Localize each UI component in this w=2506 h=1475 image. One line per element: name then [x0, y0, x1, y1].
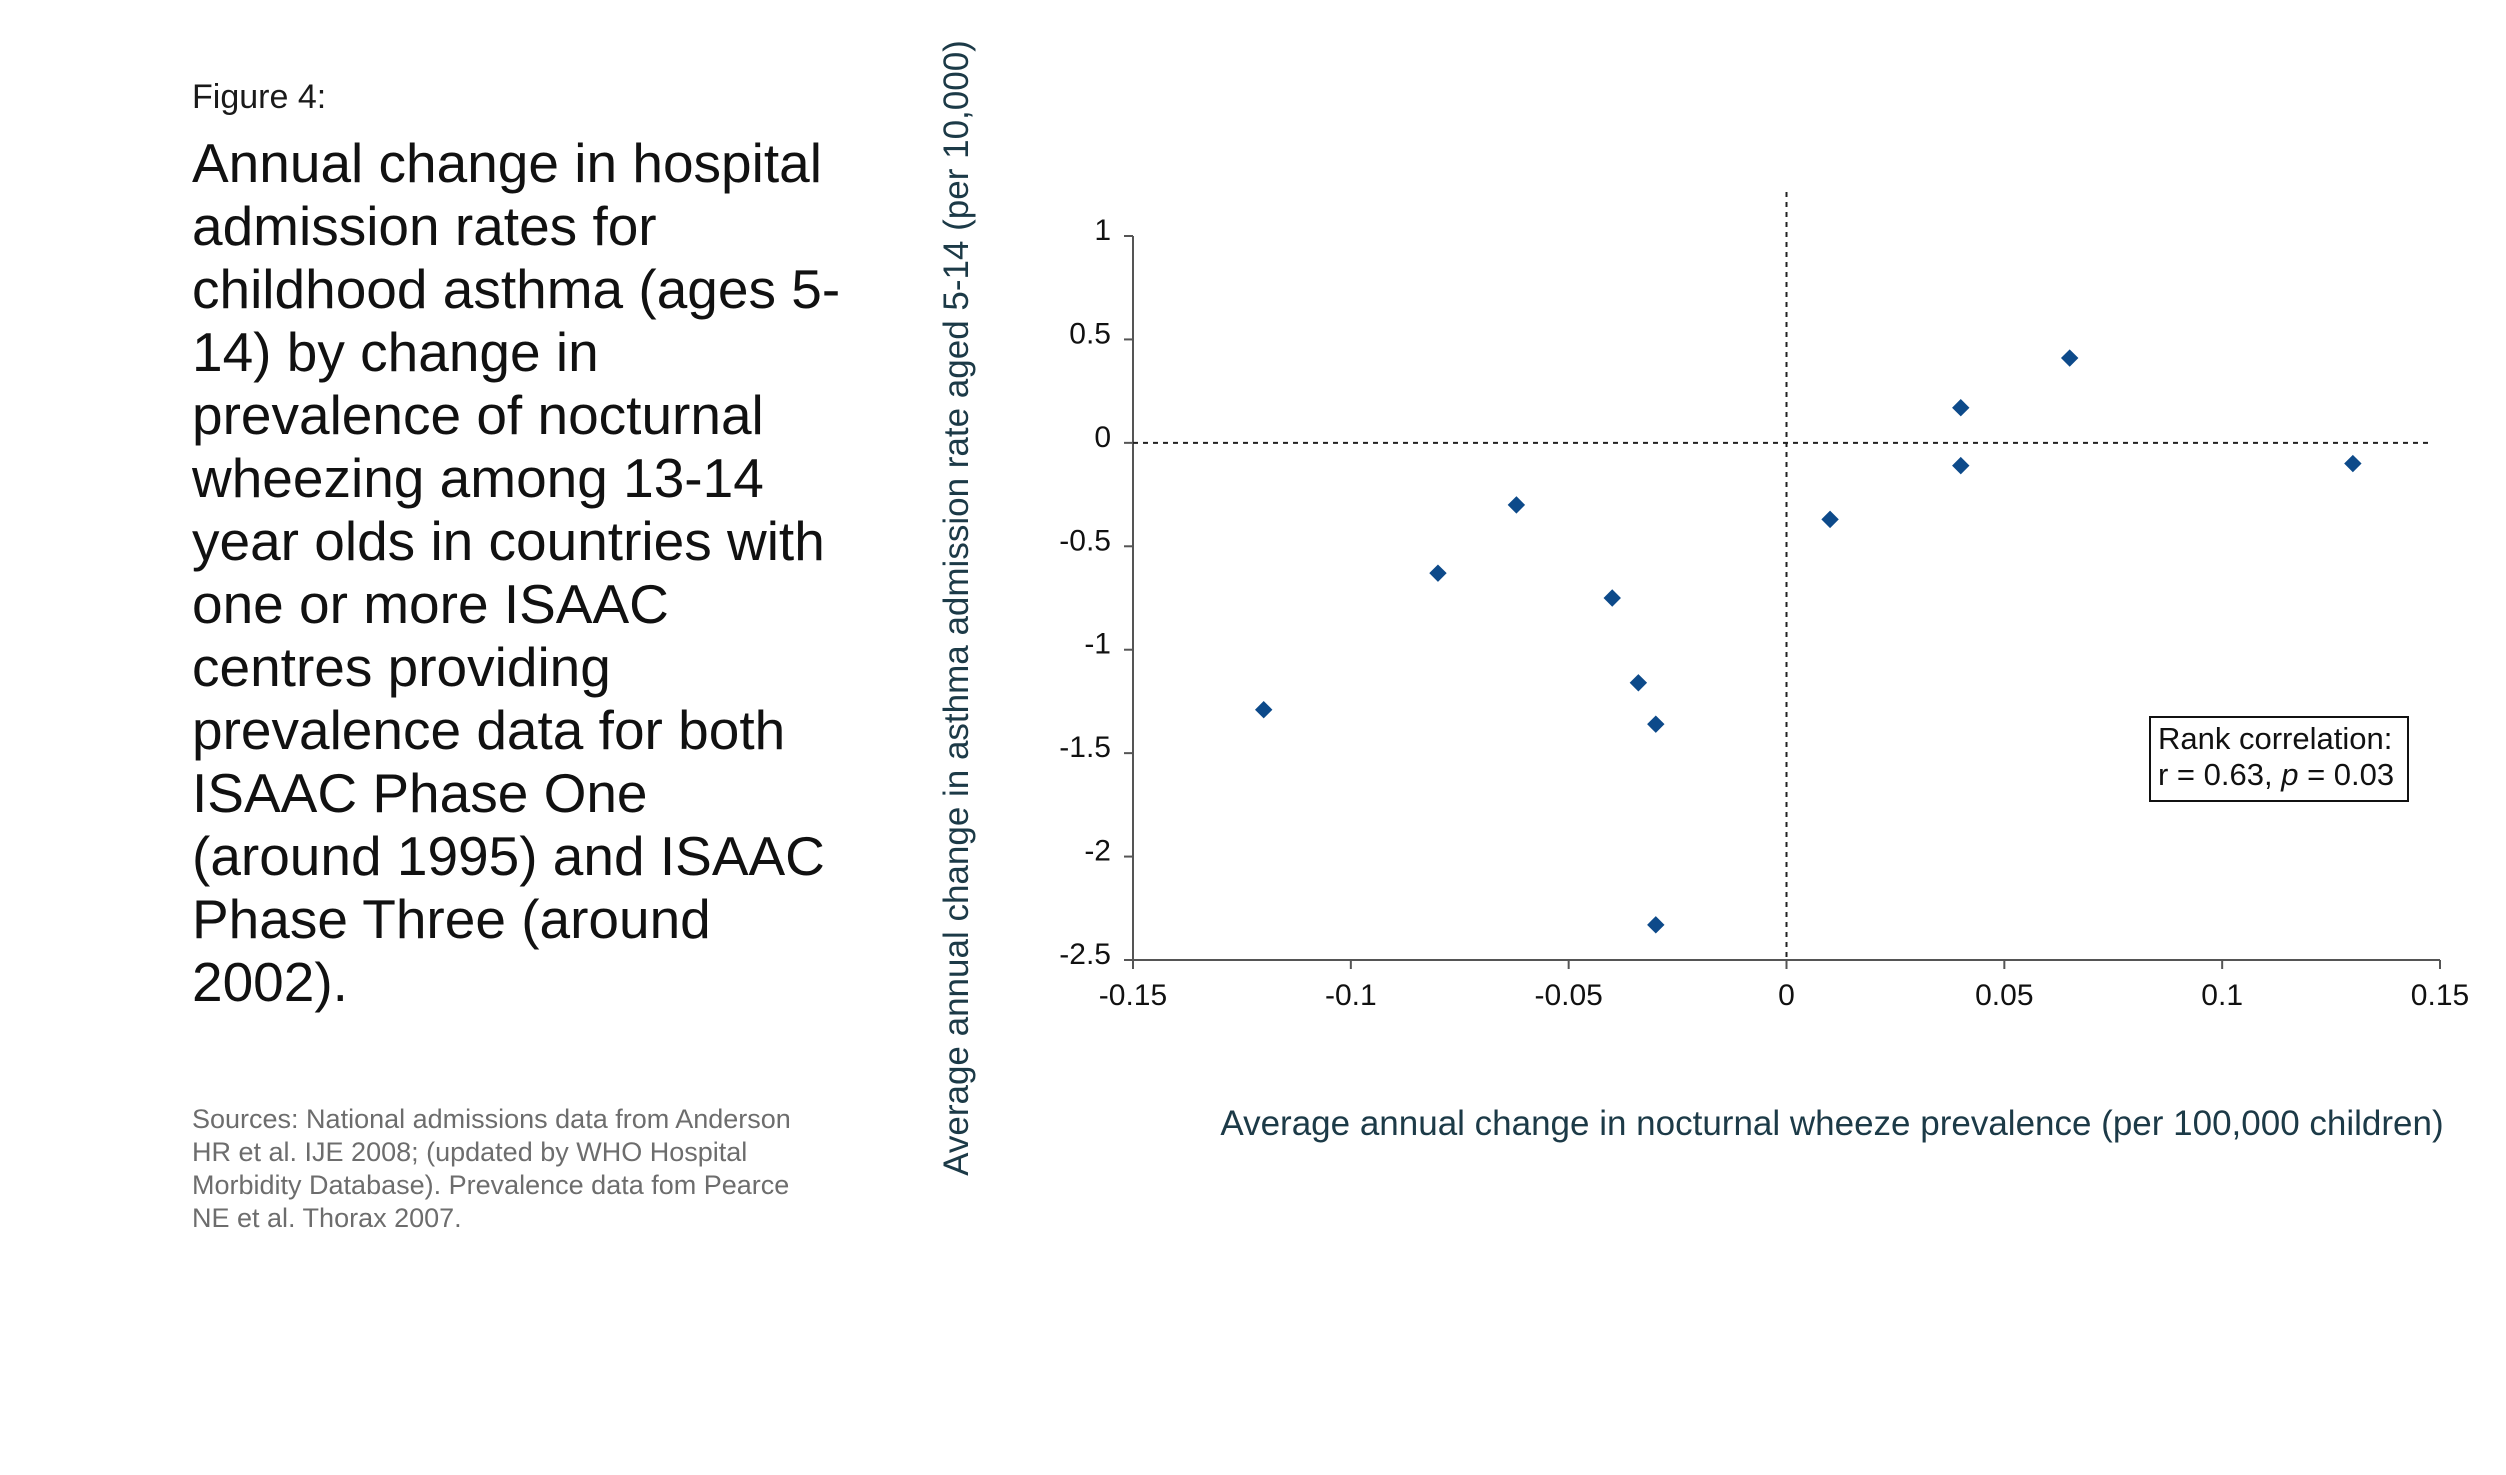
y-tick-label: -2: [1084, 835, 1111, 868]
tick-labels: -0.15 -0.1 -0.05 0 0.05 0.1 0.15 1 0.5 0 -0.5 -1 -1.…: [1059, 214, 2469, 1012]
x-tick-label: -0.15: [1099, 979, 1167, 1012]
y-tick-label: 1: [1094, 214, 1111, 247]
annotation-line-2: r = 0.63, p = 0.03: [2158, 757, 2394, 792]
y-tick-label: 0: [1094, 421, 1111, 454]
data-point: [2060, 349, 2079, 367]
data-point: [1647, 715, 1665, 733]
figure-title: Annual change in hospital admission rate…: [192, 132, 841, 1013]
data-point: [1952, 456, 1970, 475]
data-point: [1821, 510, 1839, 529]
data-point: [1647, 916, 1665, 934]
annotation-p-value: = 0.03: [2298, 757, 2394, 792]
x-tick-label: -0.05: [1534, 979, 1602, 1012]
data-point: [1507, 496, 1526, 514]
annotation-p-symbol: p: [2280, 757, 2298, 792]
figure-label: Figure 4:: [192, 78, 327, 116]
data-point: [1254, 700, 1273, 719]
x-tick-label: 0.15: [2411, 979, 2469, 1012]
data-points: [1254, 349, 2362, 934]
annotation-frame: [2149, 716, 2409, 802]
x-tick-label: -0.1: [1325, 979, 1377, 1012]
y-tick-label: 0.5: [1069, 317, 1111, 350]
data-point: [1629, 674, 1648, 692]
reference-lines: [1133, 192, 2428, 960]
axes: [1124, 235, 2441, 969]
y-tick-label: -0.5: [1059, 524, 1111, 557]
y-tick-label: -2.5: [1059, 938, 1111, 971]
data-point: [2344, 454, 2362, 473]
annotation-r-value: r = 0.63,: [2158, 757, 2281, 792]
y-tick-label: -1: [1084, 628, 1111, 661]
y-tick-label: -1.5: [1059, 731, 1111, 764]
y-axis-title: Average annual change in asthma admissio…: [937, 40, 976, 1176]
data-point: [1952, 398, 1970, 417]
correlation-annotation: Rank correlation: r = 0.63, p = 0.03: [2149, 716, 2409, 802]
data-point: [1603, 589, 1621, 607]
x-tick-label: 0.1: [2201, 979, 2243, 1012]
figure-sources: Sources: National admissions data from A…: [192, 1104, 791, 1233]
x-tick-label: 0: [1778, 979, 1795, 1012]
data-point: [1429, 564, 1447, 582]
annotation-line-1: Rank correlation:: [2158, 721, 2392, 756]
x-tick-label: 0.05: [1975, 979, 2033, 1012]
x-axis-title: Average annual change in nocturnal wheez…: [1220, 1104, 2443, 1143]
